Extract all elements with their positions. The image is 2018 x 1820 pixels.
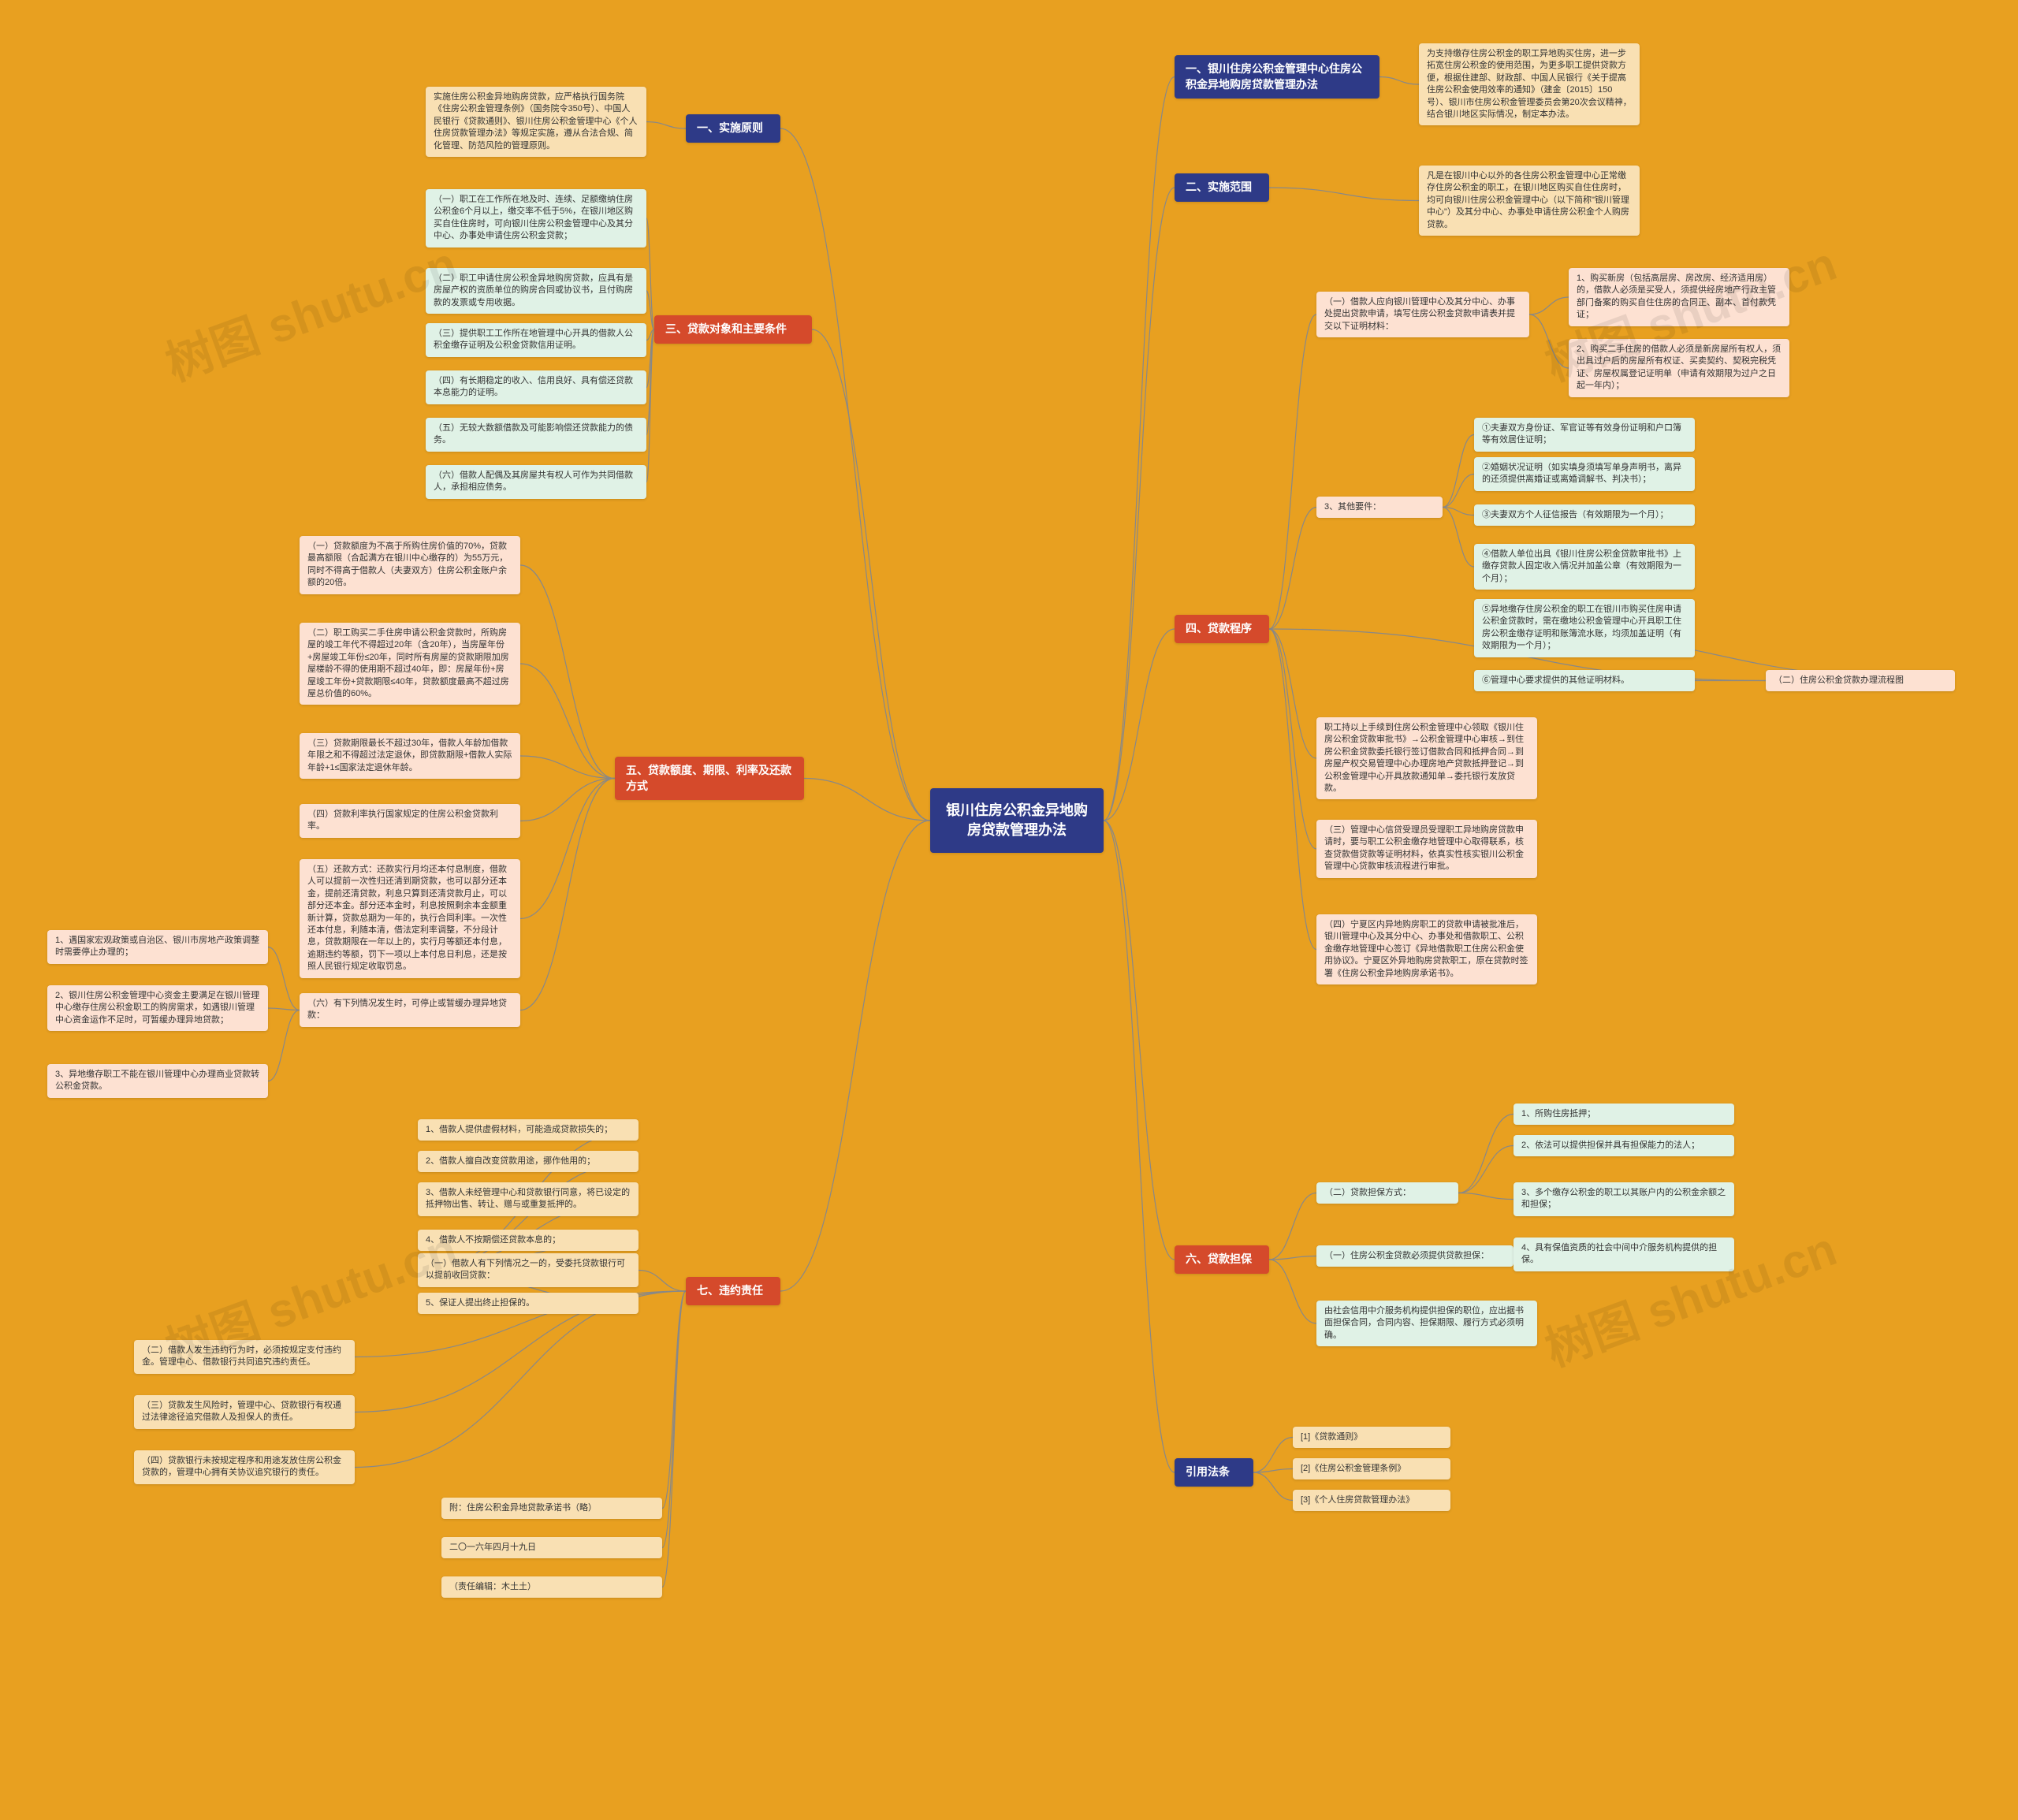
mindmap-node: （三）管理中心信贷受理员受理职工异地购房贷款申请时，要与职工公积金缴存地管理中心… <box>1316 820 1537 878</box>
mindmap-node: 2、购买二手住房的借款人必须是新房屋所有权人，须出具过户后的房屋所有权证、买卖契… <box>1569 339 1789 397</box>
mindmap-node: 由社会信用中介服务机构提供担保的职位，应出据书面担保合同，合同内容、担保期限、履… <box>1316 1301 1537 1346</box>
mindmap-node: 二、实施范围 <box>1175 173 1269 202</box>
mindmap-node: （五）无较大数额借款及可能影响偿还贷款能力的债务。 <box>426 418 646 452</box>
mindmap-node: 3、异地缴存职工不能在银川管理中心办理商业贷款转公积金贷款。 <box>47 1064 268 1098</box>
mindmap-node: （二）职工申请住房公积金异地购房贷款，应具有是房屋产权的资质单位的购房合同或协议… <box>426 268 646 314</box>
mindmap-node: 银川住房公积金异地购房贷款管理办法 <box>930 788 1104 853</box>
mindmap-node: 七、违约责任 <box>686 1277 780 1305</box>
mindmap-node: （二）职工购买二手住房申请公积金贷款时，所购房屋的竣工年代不得超过20年（含20… <box>300 623 520 705</box>
mindmap-node: 3、多个缴存公积金的职工以其账户内的公积金余额之和担保； <box>1514 1182 1734 1216</box>
mindmap-node: （四）宁夏区内异地购房职工的贷款申请被批准后，银川管理中心及其分中心、办事处和借… <box>1316 914 1537 984</box>
mindmap-node: 附：住房公积金异地贷款承诺书（略） <box>441 1498 662 1519</box>
mindmap-node: 3、其他要件： <box>1316 497 1443 518</box>
mindmap-node: （五）还款方式：还款实行月均还本付息制度，借款人可以提前一次性归还清到期贷款，也… <box>300 859 520 978</box>
mindmap-node: 3、借款人未经管理中心和贷款银行同意，将已设定的抵押物出售、转让、赠与或重复抵押… <box>418 1182 639 1216</box>
mindmap-node: 2、依法可以提供担保并具有担保能力的法人； <box>1514 1135 1734 1156</box>
mindmap-node: 二〇一六年四月十九日 <box>441 1537 662 1558</box>
mindmap-node: （六）借款人配偶及其房屋共有权人可作为共同借款人，承担相应债务。 <box>426 465 646 499</box>
mindmap-node: 五、贷款额度、期限、利率及还款方式 <box>615 757 804 800</box>
mindmap-node: 2、借款人擅自改变贷款用途，挪作他用的； <box>418 1151 639 1172</box>
mindmap-node: [2]《住房公积金管理条例》 <box>1293 1458 1450 1479</box>
mindmap-node: ①夫妻双方身份证、军官证等有效身份证明和户口簿等有效居住证明； <box>1474 418 1695 452</box>
mindmap-node: 4、具有保值资质的社会中间中介服务机构提供的担保。 <box>1514 1238 1734 1271</box>
mindmap-node: 一、实施原则 <box>686 114 780 143</box>
mindmap-node: 四、贷款程序 <box>1175 615 1269 643</box>
mindmap-node: 1、借款人提供虚假材料，可能造成贷款损失的； <box>418 1119 639 1141</box>
mindmap-node: （一）贷款额度为不高于所购住房价值的70%，贷款最高额限（合起满方在银川中心缴存… <box>300 536 520 594</box>
mindmap-node: （四）贷款利率执行国家规定的住房公积金贷款利率。 <box>300 804 520 838</box>
mindmap-node: （三）贷款发生风险时，管理中心、贷款银行有权通过法律途径追究借款人及担保人的责任… <box>134 1395 355 1429</box>
mindmap-node: （二）住房公积金贷款办理流程图 <box>1766 670 1955 691</box>
mindmap-node: 实施住房公积金异地购房贷款，应严格执行国务院《住房公积金管理条例》（国务院令35… <box>426 87 646 157</box>
mindmap-node: 1、所购住房抵押； <box>1514 1104 1734 1125</box>
mindmap-node: （三）提供职工工作所在地管理中心开具的借款人公积金缴存证明及公积金贷款信用证明。 <box>426 323 646 357</box>
mindmap-node: ②婚姻状况证明（如实填身须填写单身声明书，离异的还须提供离婚证或离婚调解书、判决… <box>1474 457 1695 491</box>
mindmap-node: （一）借款人应向银川管理中心及其分中心、办事处提出贷款申请，填写住房公积金贷款申… <box>1316 292 1529 337</box>
mindmap-node: ⑤异地缴存住房公积金的职工在银川市购买住房申请公积金贷款时，需在缴地公积金管理中… <box>1474 599 1695 657</box>
mindmap-node: 职工持以上手续到住房公积金管理中心领取《银川住房公积金贷款审批书》→公积金管理中… <box>1316 717 1537 799</box>
watermark: 树图 shutu.cn <box>1535 1211 1845 1379</box>
mindmap-node: 三、贷款对象和主要条件 <box>654 315 812 344</box>
mindmap-node: 为支持缴存住房公积金的职工异地购买住房，进一步拓宽住房公积金的使用范围，为更多职… <box>1419 43 1640 125</box>
mindmap-node: （四）贷款银行未按规定程序和用途发放住房公积金贷款的，管理中心拥有关协议追究银行… <box>134 1450 355 1484</box>
mindmap-node: （三）贷款期限最长不超过30年，借款人年龄加借款年限之和不得超过法定退休，即贷款… <box>300 733 520 779</box>
mindmap-node: 1、购买新房（包括高层房、房改房、经济适用房）的，借款人必须是买受人，须提供经房… <box>1569 268 1789 326</box>
mindmap-node: （一）借款人有下列情况之一的，受委托贷款银行可以提前收回贷款： <box>418 1253 639 1287</box>
mindmap-node: 4、借款人不按期偿还贷款本息的； <box>418 1230 639 1251</box>
mindmap-node: 引用法条 <box>1175 1458 1253 1487</box>
mindmap-node: [1]《贷款通则》 <box>1293 1427 1450 1448</box>
mindmap-node: ③夫妻双方个人征信报告（有效期限为一个月）； <box>1474 504 1695 526</box>
mindmap-node: 凡是在银川中心以外的各住房公积金管理中心正常缴存住房公积金的职工，在银川地区购买… <box>1419 166 1640 236</box>
mindmap-node: （一）职工在工作所在地及时、连续、足额缴纳住房公积金6个月以上，缴交率不低于5%… <box>426 189 646 248</box>
mindmap-node: 一、银川住房公积金管理中心住房公积金异地购房贷款管理办法 <box>1175 55 1379 99</box>
mindmap-node: 5、保证人提出终止担保的。 <box>418 1293 639 1314</box>
mindmap-node: （二）贷款担保方式： <box>1316 1182 1458 1204</box>
mindmap-node: （二）借款人发生违约行为时，必须按规定支付违约金。管理中心、借款银行共同追究违约… <box>134 1340 355 1374</box>
mindmap-node: ④借款人单位出具《银川住房公积金贷款审批书》上缴存贷款人固定收入情况并加盖公章（… <box>1474 544 1695 590</box>
mindmap-node: （六）有下列情况发生时，可停止或暂缓办理异地贷款： <box>300 993 520 1027</box>
mindmap-node: （责任编辑：木土土） <box>441 1576 662 1598</box>
mindmap-node: （四）有长期稳定的收入、信用良好、具有偿还贷款本息能力的证明。 <box>426 370 646 404</box>
mindmap-node: 1、遇国家宏观政策或自治区、银川市房地产政策调整时需要停止办理的； <box>47 930 268 964</box>
mindmap-node: 2、银川住房公积金管理中心资金主要满足在银川管理中心缴存住房公积金职工的购房需求… <box>47 985 268 1031</box>
mindmap-node: （一）住房公积金贷款必须提供贷款担保： <box>1316 1245 1514 1267</box>
mindmap-node: 六、贷款担保 <box>1175 1245 1269 1274</box>
watermark: 树图 shutu.cn <box>155 225 465 394</box>
mindmap-node: ⑥管理中心要求提供的其他证明材料。 <box>1474 670 1695 691</box>
mindmap-node: [3]《个人住房贷款管理办法》 <box>1293 1490 1450 1511</box>
